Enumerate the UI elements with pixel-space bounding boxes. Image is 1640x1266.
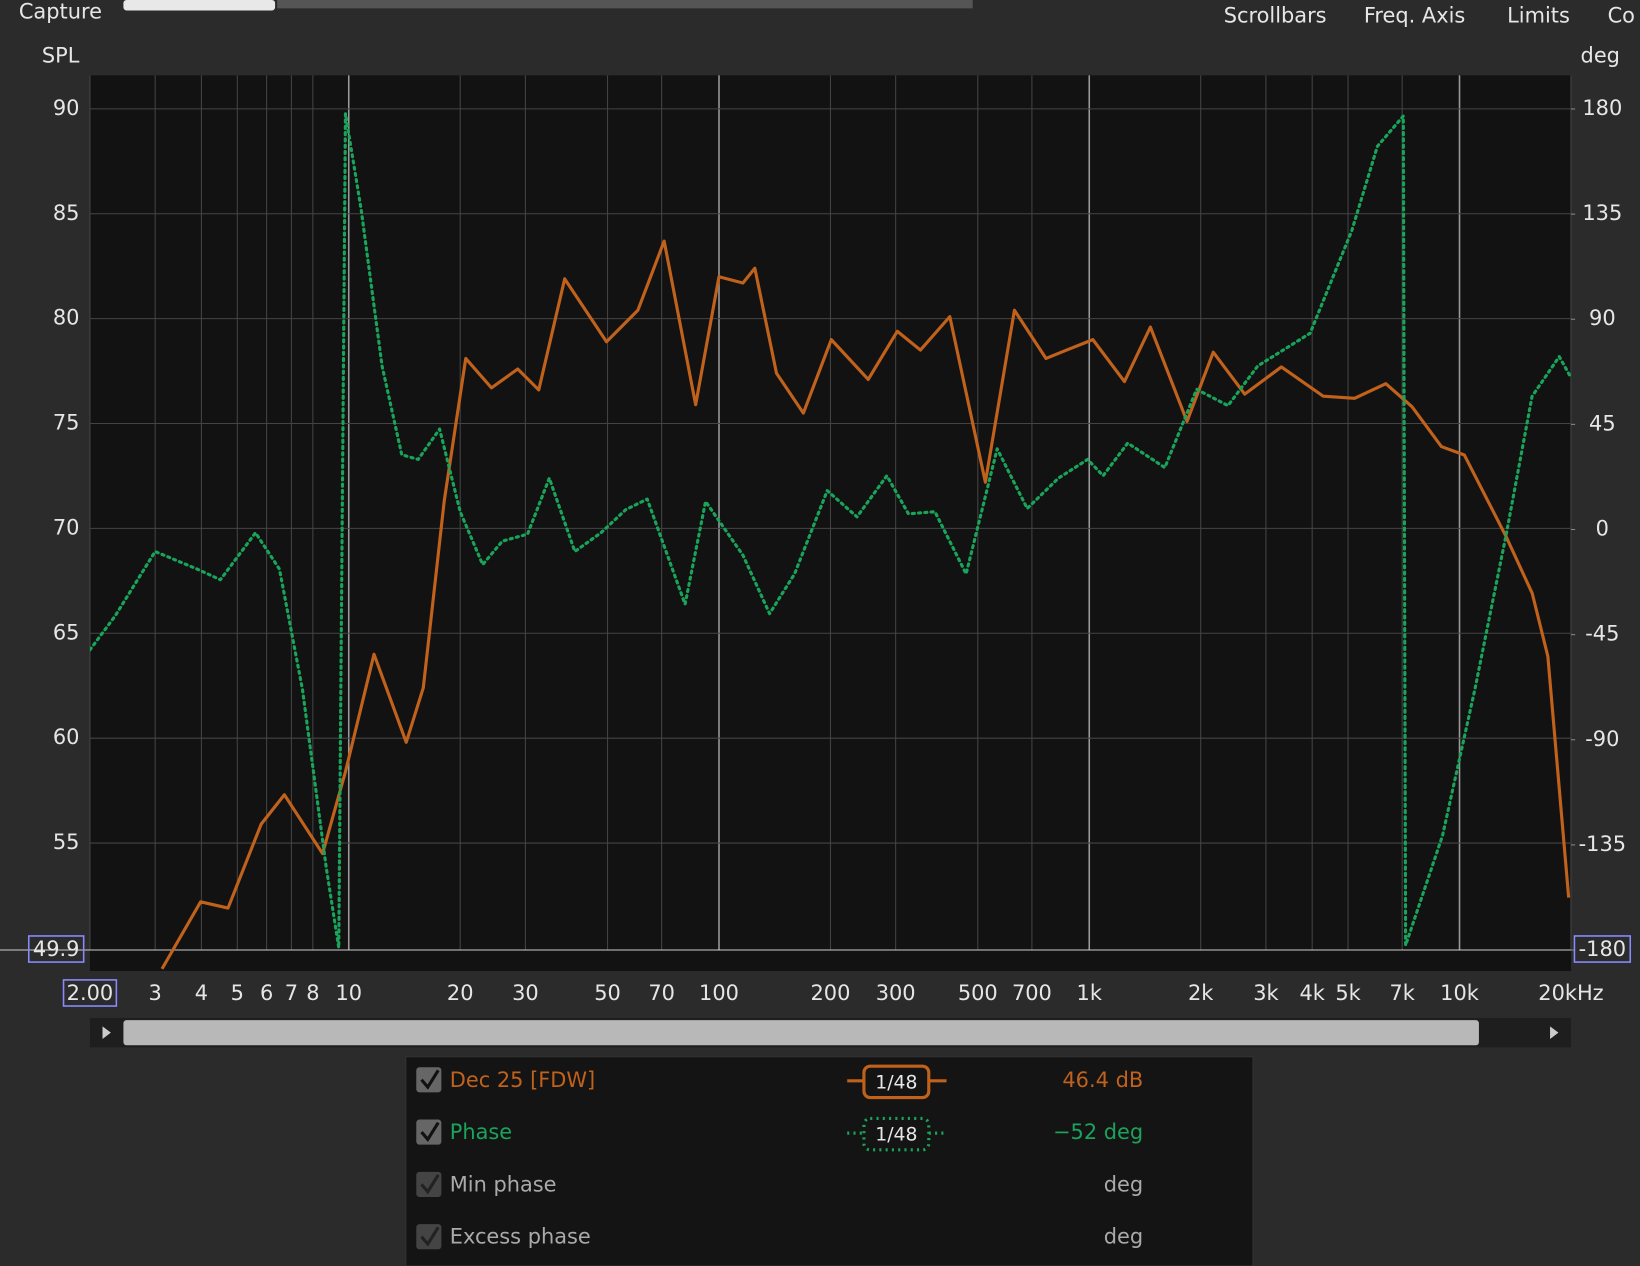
tab-strip[interactable] xyxy=(277,0,973,9)
x-tick-label: 2.00 xyxy=(67,981,114,1005)
y-tick-label: 85 xyxy=(53,201,80,225)
x-tick-label: 30 xyxy=(512,981,539,1005)
readout: −52 deg xyxy=(1053,1120,1143,1144)
y-tick-label: 55 xyxy=(53,830,80,854)
legend-bg xyxy=(405,1056,1254,1266)
checkboxes[interactable] xyxy=(416,1067,442,1250)
check xyxy=(420,1174,440,1195)
x-tick-label: 20 xyxy=(447,981,474,1005)
readout: deg xyxy=(1104,1225,1143,1249)
y2-tick-label: 45 xyxy=(1589,411,1616,435)
legend-name: Phase xyxy=(450,1120,512,1144)
toolbar-item[interactable]: Freq. Axis xyxy=(1364,4,1465,28)
y-tick-label: 75 xyxy=(53,411,80,435)
x-tick-label: 70 xyxy=(648,981,675,1005)
x-tick-label: 700 xyxy=(1012,981,1052,1005)
x-tick-label: 3k xyxy=(1253,981,1279,1005)
legend-name: Excess phase xyxy=(450,1225,591,1249)
curves xyxy=(89,112,1571,970)
y-tick-label: 65 xyxy=(53,620,80,644)
toolbar-item[interactable]: Limits xyxy=(1507,4,1570,28)
y2-tick-label: 90 xyxy=(1589,306,1616,330)
legend-panel: Dec 25 [FDW] Phase Min phase Excess phas… xyxy=(405,1056,1254,1266)
check xyxy=(420,1226,440,1247)
y-axis-label: SPL xyxy=(42,43,80,67)
x-tick-label: 10 xyxy=(335,981,362,1005)
y-limit-box xyxy=(27,935,85,963)
x-tick-label: 8 xyxy=(306,981,319,1005)
x-tick-label: 4 xyxy=(195,981,208,1005)
series-line xyxy=(89,112,1571,950)
x-tick-label: 50 xyxy=(594,981,621,1005)
x-tick-label: 5k xyxy=(1335,981,1361,1005)
smoothing-label: 1/48 xyxy=(875,1125,917,1146)
x-tick-label: 6 xyxy=(260,981,273,1005)
x-tick-label: 100 xyxy=(699,981,739,1005)
smoothing-badge[interactable] xyxy=(862,1116,931,1152)
x-tick-label: 2k xyxy=(1188,981,1214,1005)
x-tick-label: 1k xyxy=(1077,981,1103,1005)
x-tick-label: 5 xyxy=(231,981,244,1005)
y-tick-label: 70 xyxy=(53,515,80,539)
check xyxy=(420,1121,440,1143)
smoothing-badge[interactable] xyxy=(862,1064,931,1100)
toolbar-item[interactable]: Capture xyxy=(19,0,102,24)
scroll-thumb[interactable] xyxy=(123,1020,1479,1046)
x-limit-box xyxy=(62,979,118,1007)
x-tick-label: 4k xyxy=(1299,981,1325,1005)
y2-tick-label: -135 xyxy=(1579,832,1626,856)
x-tick-label: 7 xyxy=(285,981,298,1005)
ticks: 2.00 3 4 5 6 7 8 10 20 30 50 70 100 200 300 500 700 1k 2k 3… xyxy=(27,96,1632,1007)
x-tick-label: 10k xyxy=(1440,981,1480,1005)
y-tick-label: 80 xyxy=(53,306,80,330)
x-tick-label: 3 xyxy=(148,981,161,1005)
y2-tick-label: 0 xyxy=(1596,516,1609,540)
y-tick-label: 60 xyxy=(53,725,80,749)
y2-axis-label: deg xyxy=(1581,43,1620,67)
tab[interactable] xyxy=(123,0,276,11)
toolbar-item[interactable]: Scrollbars xyxy=(1224,4,1327,28)
scroll-left[interactable] xyxy=(102,1026,111,1039)
readout: deg xyxy=(1104,1172,1143,1196)
y2-limit-box xyxy=(1573,935,1632,963)
y2-tick-label: -45 xyxy=(1585,622,1619,646)
x-tick-label: 7k xyxy=(1389,981,1415,1005)
toolbar: Capture Scrollbars Freq. Axis Limits Co xyxy=(19,0,1635,28)
readout: 46.4 dB xyxy=(1062,1068,1143,1092)
y2-tick-label: 135 xyxy=(1582,201,1622,225)
x-tick-label: 300 xyxy=(876,981,916,1005)
x-tick-label: 20kHz xyxy=(1538,981,1603,1005)
check xyxy=(420,1069,440,1090)
y2-tick-label: -180 xyxy=(1579,937,1626,961)
grid xyxy=(0,75,1572,951)
x-tick-label: 200 xyxy=(811,981,851,1005)
scroll-right[interactable] xyxy=(1550,1026,1559,1039)
legend-name: Min phase xyxy=(450,1172,557,1196)
scrollbar[interactable] xyxy=(89,1018,1571,1048)
y2-tick-label: -90 xyxy=(1585,727,1619,751)
y-tick-label: 49.9 xyxy=(33,937,80,961)
series-line xyxy=(160,239,1571,970)
x-tick-label: 500 xyxy=(958,981,998,1005)
y2-tick-label: 180 xyxy=(1582,96,1622,120)
legend-name: Dec 25 [FDW] xyxy=(450,1068,595,1092)
toolbar-item[interactable]: Co xyxy=(1608,4,1635,28)
y-tick-label: 90 xyxy=(53,96,80,120)
smoothing-label: 1/48 xyxy=(875,1072,917,1093)
